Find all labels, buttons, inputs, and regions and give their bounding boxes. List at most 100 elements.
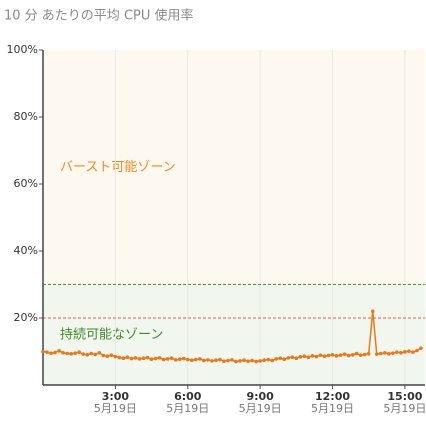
y-tick-label: 100% bbox=[7, 43, 38, 56]
data-point bbox=[258, 359, 262, 363]
x-tick-label: 9:00 bbox=[246, 390, 274, 403]
data-point bbox=[246, 359, 250, 364]
x-tick-label: 12:00 bbox=[315, 390, 350, 403]
data-point bbox=[105, 354, 110, 358]
x-tick-date: 5月19日 bbox=[311, 402, 354, 415]
x-tick-date: 5月19日 bbox=[383, 402, 426, 415]
data-point bbox=[346, 353, 351, 358]
data-point bbox=[234, 359, 238, 364]
data-point bbox=[378, 351, 383, 356]
data-point bbox=[306, 355, 311, 359]
y-tick-label: 20% bbox=[14, 311, 38, 324]
data-point bbox=[270, 358, 275, 363]
data-point bbox=[57, 349, 61, 353]
data-point bbox=[85, 353, 90, 357]
data-point bbox=[189, 358, 194, 363]
data-point bbox=[403, 350, 407, 354]
data-point bbox=[370, 309, 375, 314]
data-point bbox=[65, 351, 69, 356]
data-point bbox=[61, 351, 65, 355]
data-point bbox=[198, 357, 202, 361]
data-point bbox=[129, 356, 134, 361]
data-point bbox=[242, 358, 246, 363]
data-point bbox=[97, 351, 102, 355]
data-point bbox=[153, 356, 158, 361]
x-tick-label: 15:00 bbox=[387, 390, 422, 403]
x-tick-label: 3:00 bbox=[102, 390, 130, 403]
data-point bbox=[254, 359, 258, 364]
zone-background bbox=[43, 284, 425, 385]
data-point bbox=[157, 356, 162, 360]
data-point bbox=[222, 359, 226, 364]
data-point bbox=[214, 358, 218, 363]
data-point bbox=[266, 357, 270, 362]
data-point bbox=[238, 359, 242, 363]
data-point bbox=[322, 354, 327, 358]
data-point bbox=[218, 357, 222, 362]
data-point bbox=[310, 354, 315, 358]
data-point bbox=[350, 353, 355, 357]
data-point bbox=[415, 348, 419, 353]
data-point bbox=[202, 358, 206, 363]
data-point bbox=[93, 352, 98, 357]
data-point bbox=[89, 351, 94, 356]
data-point bbox=[81, 352, 86, 356]
data-point bbox=[161, 357, 166, 362]
data-point bbox=[165, 357, 170, 361]
data-point bbox=[250, 358, 254, 363]
data-point bbox=[226, 358, 230, 363]
data-point bbox=[169, 356, 174, 361]
data-point bbox=[290, 355, 295, 359]
y-tick-label: 80% bbox=[14, 110, 38, 123]
data-point bbox=[109, 353, 114, 357]
data-point bbox=[210, 359, 214, 363]
data-point bbox=[69, 352, 73, 356]
data-point bbox=[395, 350, 399, 354]
data-point bbox=[177, 357, 182, 362]
data-point bbox=[362, 352, 367, 357]
data-point bbox=[117, 355, 122, 360]
data-point bbox=[318, 353, 323, 357]
zone-background bbox=[43, 50, 425, 285]
data-point bbox=[302, 354, 307, 358]
data-point bbox=[330, 353, 335, 357]
data-point bbox=[181, 356, 186, 361]
x-tick-date: 5月19日 bbox=[239, 402, 282, 415]
data-point bbox=[206, 358, 210, 362]
data-point bbox=[45, 350, 49, 354]
data-point bbox=[278, 356, 283, 361]
data-point bbox=[326, 353, 331, 358]
data-point bbox=[342, 352, 347, 356]
data-point bbox=[121, 356, 126, 361]
y-tick-label: 40% bbox=[14, 244, 38, 257]
data-point bbox=[49, 351, 53, 355]
data-point bbox=[149, 357, 154, 362]
data-point bbox=[230, 358, 234, 362]
data-point bbox=[185, 357, 190, 362]
data-point bbox=[334, 354, 339, 358]
data-point bbox=[113, 354, 118, 359]
data-point bbox=[73, 351, 77, 355]
data-point bbox=[137, 357, 142, 361]
data-point bbox=[298, 355, 303, 359]
data-point bbox=[358, 353, 363, 357]
data-point bbox=[294, 356, 299, 361]
data-point bbox=[145, 355, 150, 360]
data-point bbox=[262, 358, 266, 363]
data-point bbox=[41, 349, 45, 354]
data-point bbox=[282, 357, 287, 362]
data-point bbox=[407, 349, 411, 353]
zone-label: 持続可能なゾーン bbox=[60, 327, 163, 342]
data-point bbox=[286, 356, 291, 360]
x-tick-date: 5月19日 bbox=[166, 402, 209, 415]
data-point bbox=[194, 357, 198, 362]
data-point bbox=[387, 352, 391, 356]
data-point bbox=[399, 351, 403, 355]
data-point bbox=[173, 358, 178, 362]
data-point bbox=[338, 353, 343, 357]
data-point bbox=[374, 352, 379, 356]
data-point bbox=[314, 354, 319, 359]
data-point bbox=[354, 351, 359, 356]
data-point bbox=[141, 356, 146, 361]
